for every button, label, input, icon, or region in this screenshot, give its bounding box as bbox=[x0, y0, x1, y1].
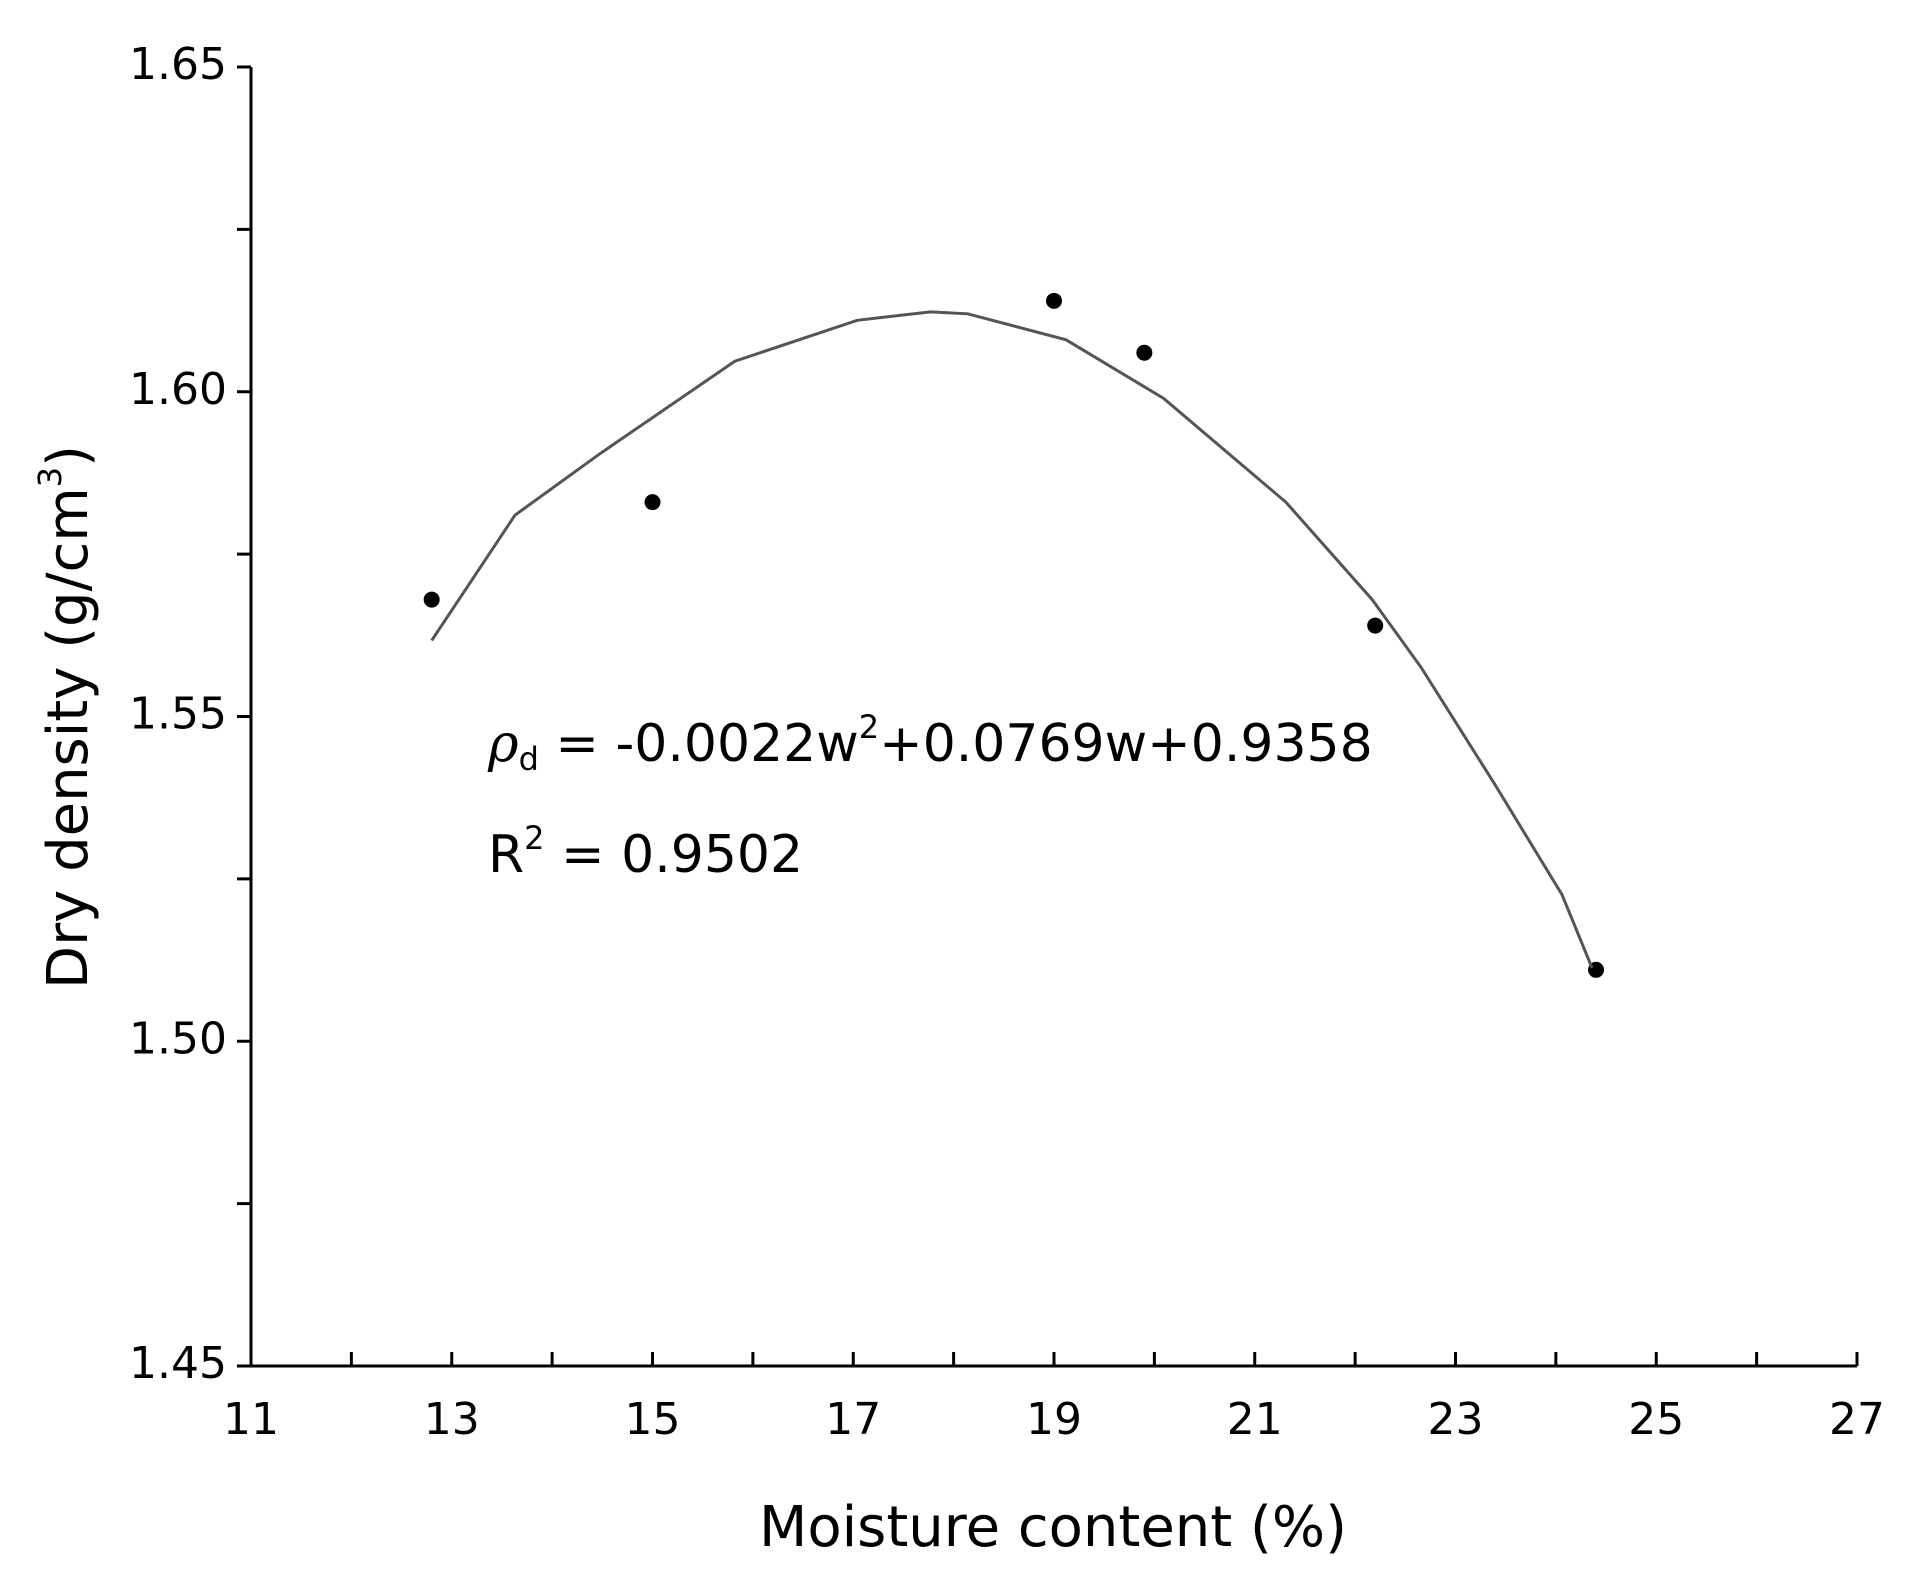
equation-part: 2 bbox=[859, 708, 879, 746]
data-point bbox=[1367, 617, 1384, 634]
r-squared-part: R bbox=[488, 825, 524, 885]
equation: ρd = -0.0022w2+0.0769w+0.9358 bbox=[487, 708, 1373, 778]
x-tick-label: 23 bbox=[1428, 1394, 1484, 1445]
x-tick-label: 25 bbox=[1628, 1394, 1684, 1445]
r-squared-part: = 0.9502 bbox=[545, 825, 804, 885]
y-axis-title-part: Dry density (g/cm bbox=[36, 487, 101, 989]
y-tick-label: 1.50 bbox=[129, 1013, 227, 1064]
equation-part: d bbox=[519, 740, 539, 778]
x-tick-label: 15 bbox=[625, 1394, 681, 1445]
y-tick-label: 1.55 bbox=[129, 689, 227, 740]
equation-part: ρ bbox=[487, 714, 519, 774]
r-squared-part: 2 bbox=[524, 819, 544, 857]
x-tick-label: 19 bbox=[1026, 1394, 1082, 1445]
x-tick-label: 11 bbox=[223, 1394, 279, 1445]
data-point bbox=[1046, 292, 1062, 309]
equation-part: = -0.0022w bbox=[539, 714, 859, 774]
r-squared: R2 = 0.9502 bbox=[488, 819, 803, 885]
equation-part: +0.0769w+0.9358 bbox=[879, 714, 1373, 774]
y-axis-title-part: 3 bbox=[31, 467, 69, 487]
y-tick-label: 1.45 bbox=[129, 1338, 227, 1389]
fit-curve bbox=[430, 310, 1594, 969]
data-point bbox=[1136, 344, 1153, 361]
x-tick-label: 17 bbox=[825, 1394, 881, 1445]
y-axis-title-part: ) bbox=[36, 445, 101, 467]
x-tick-label: 27 bbox=[1829, 1394, 1885, 1445]
data-point bbox=[644, 494, 661, 511]
x-tick-label: 21 bbox=[1227, 1394, 1283, 1445]
data-point bbox=[423, 591, 440, 608]
x-tick-label: 13 bbox=[424, 1394, 480, 1445]
y-tick-label: 1.65 bbox=[129, 39, 227, 90]
x-axis-title: Moisture content (%) bbox=[759, 1495, 1347, 1560]
y-tick-label: 1.60 bbox=[129, 364, 227, 415]
y-axis-title: Dry density (g/cm3) bbox=[31, 445, 101, 989]
